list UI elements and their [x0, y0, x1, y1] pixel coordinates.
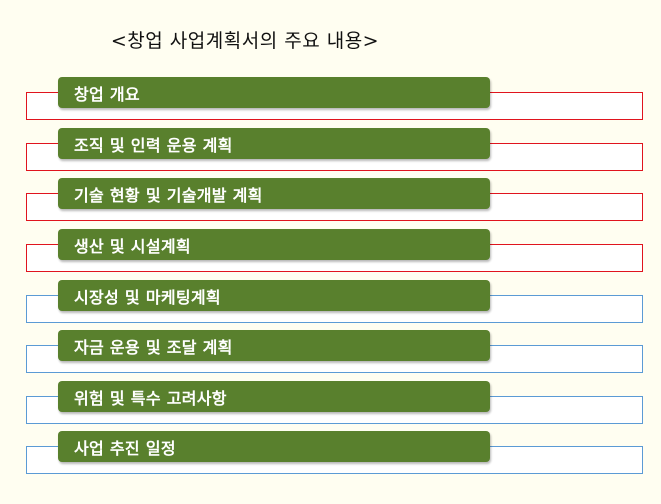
item-label: 시장성 및 마케팅계획: [74, 287, 221, 307]
item-label: 자금 운용 및 조달 계획: [74, 337, 233, 357]
list-item: 기술 현황 및 기술개발 계획: [0, 178, 661, 228]
list-item: 사업 추진 일정: [0, 431, 661, 481]
item-label: 조직 및 인력 운용 계획: [74, 135, 233, 155]
diagram-title: <창업 사업계획서의 주요 내용>: [110, 30, 380, 52]
item-box: 창업 개요: [58, 77, 490, 108]
item-label: 창업 개요: [74, 84, 140, 104]
item-box: 기술 현황 및 기술개발 계획: [58, 178, 490, 209]
list-item: 조직 및 인력 운용 계획: [0, 128, 661, 178]
item-box: 위험 및 특수 고려사항: [58, 381, 490, 412]
list-item: 창업 개요: [0, 77, 661, 127]
item-box: 자금 운용 및 조달 계획: [58, 330, 490, 361]
item-label: 위험 및 특수 고려사항: [74, 388, 227, 408]
item-box: 사업 추진 일정: [58, 431, 490, 462]
item-label: 기술 현황 및 기술개발 계획: [74, 185, 263, 205]
list-item: 자금 운용 및 조달 계획: [0, 330, 661, 380]
item-box: 조직 및 인력 운용 계획: [58, 128, 490, 159]
item-box: 생산 및 시설계획: [58, 229, 490, 260]
list-item: 생산 및 시설계획: [0, 229, 661, 279]
list-item: 시장성 및 마케팅계획: [0, 280, 661, 330]
item-label: 사업 추진 일정: [74, 438, 176, 458]
list-item: 위험 및 특수 고려사항: [0, 381, 661, 431]
item-box: 시장성 및 마케팅계획: [58, 280, 490, 311]
item-label: 생산 및 시설계획: [74, 236, 191, 256]
